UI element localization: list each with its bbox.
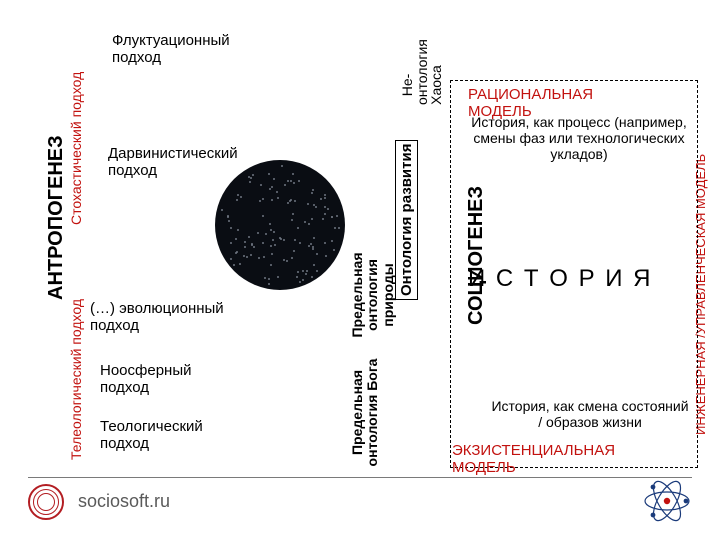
text-history-states: История, как смена состояний / образов ж…	[490, 398, 690, 430]
label-pred-ont-nature: Предельная онтология природы	[350, 235, 396, 355]
label-teleological: Телеологический подход	[68, 299, 84, 460]
heading-istoriya: И С Т О Р И Я	[468, 265, 653, 293]
label-ne-ont-chaos: Не-онтология Хаоса	[400, 65, 444, 105]
chaos-circle	[215, 160, 345, 290]
label-pred-ont-boga: Предельная онтология Бога	[350, 355, 381, 470]
brand-text: sociosoft.ru	[78, 491, 170, 512]
label-anthropogenesis: АНТРОПОГЕНЕЗ	[45, 135, 68, 300]
approach-theo: Теологический подход	[100, 418, 230, 452]
concentric-circles-icon	[28, 484, 64, 520]
label-existential-model: ЭКЗИСТЕНЦИАЛЬНАЯ МОДЕЛЬ	[452, 442, 672, 476]
approach-fluct: Флуктуационный подход	[112, 32, 242, 66]
label-stochastic: Стохастический подход	[68, 72, 84, 225]
approach-evol: (…) эволюционный подход	[90, 300, 230, 334]
approach-darwin: Дарвинистический подход	[108, 145, 248, 179]
atom-icon	[642, 476, 692, 526]
approach-noosphere: Ноосферный подход	[100, 362, 220, 396]
label-ont-razv: Онтология развития	[395, 140, 418, 300]
text-history-process: История, как процесс (например, смены фа…	[466, 114, 692, 162]
footer-divider	[28, 477, 692, 478]
